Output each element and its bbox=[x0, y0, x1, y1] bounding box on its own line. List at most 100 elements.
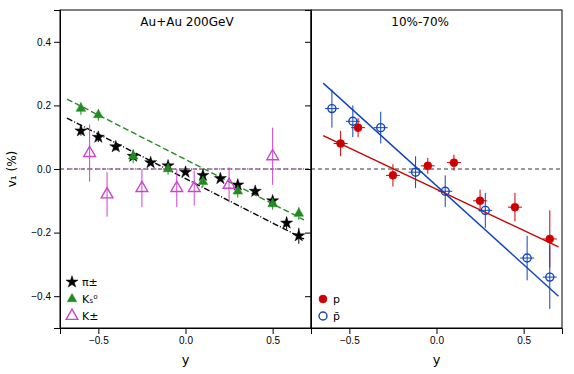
y-tick-mark bbox=[305, 233, 311, 234]
point bbox=[377, 124, 385, 132]
y-tick: −0.4 bbox=[31, 291, 60, 302]
point bbox=[188, 181, 200, 191]
point bbox=[145, 156, 157, 167]
x-error-bar bbox=[520, 258, 534, 259]
title: 10%-70% bbox=[391, 15, 449, 29]
error-bar bbox=[89, 124, 90, 181]
point bbox=[476, 197, 484, 205]
error-bar bbox=[141, 169, 142, 207]
point bbox=[481, 206, 489, 214]
legend: π± Kₛ⁰ K± bbox=[66, 276, 98, 323]
zero-line bbox=[311, 169, 562, 170]
point bbox=[424, 162, 432, 170]
legend-item: Kₛ⁰ bbox=[67, 293, 98, 306]
x-tick: 0.5 bbox=[517, 328, 531, 346]
legend-symbol bbox=[66, 276, 78, 287]
x-tick-label: 0.0 bbox=[179, 335, 193, 346]
point bbox=[337, 140, 345, 148]
point bbox=[294, 208, 304, 216]
x-error-bar bbox=[543, 277, 557, 278]
legend-item: p bbox=[319, 293, 340, 306]
point bbox=[136, 181, 148, 191]
legend-label: p̄ bbox=[333, 310, 340, 323]
series bbox=[84, 124, 279, 216]
point bbox=[75, 125, 87, 136]
y-tick-label: 0.0 bbox=[37, 164, 51, 175]
x-error-bar bbox=[346, 121, 360, 122]
x-axis-title: y bbox=[182, 352, 190, 367]
error-bar bbox=[176, 169, 177, 207]
error-bar bbox=[272, 128, 273, 185]
fit-line bbox=[323, 136, 558, 247]
point bbox=[223, 178, 235, 188]
fit-line bbox=[323, 83, 558, 296]
x-error-bar bbox=[325, 108, 339, 109]
y-tick-mark bbox=[305, 42, 311, 43]
legend-symbol bbox=[319, 312, 327, 320]
point bbox=[171, 181, 183, 191]
y-tick bbox=[305, 296, 311, 297]
plot-area bbox=[60, 99, 311, 244]
y-tick: 0.0 bbox=[37, 164, 60, 175]
point bbox=[101, 188, 113, 198]
chart: −0.50.00.5−0.4−0.20.00.20.4yv₁ (%)Au+Au … bbox=[0, 0, 574, 374]
series bbox=[325, 90, 557, 309]
point bbox=[281, 217, 293, 228]
legend-item: π± bbox=[66, 276, 98, 289]
point bbox=[389, 171, 397, 179]
x-error-bar bbox=[478, 210, 492, 211]
point bbox=[293, 229, 305, 240]
legend-symbol bbox=[319, 295, 327, 303]
point bbox=[267, 194, 279, 205]
legend-label: Kₛ⁰ bbox=[82, 293, 98, 306]
series bbox=[334, 118, 557, 267]
point bbox=[110, 140, 122, 151]
x-tick-label: 0.0 bbox=[430, 335, 444, 346]
y-tick bbox=[305, 42, 311, 43]
legend-symbol bbox=[67, 293, 77, 301]
x-axis-line bbox=[312, 329, 563, 335]
x-tick-label: 0.5 bbox=[266, 335, 280, 346]
series bbox=[75, 125, 305, 244]
y-tick-mark bbox=[305, 169, 311, 170]
point bbox=[546, 273, 554, 281]
x-tick-mark bbox=[437, 328, 438, 334]
x-axis-title: y bbox=[433, 352, 441, 367]
y-tick-label: −0.4 bbox=[31, 291, 51, 302]
y-tick-label: −0.2 bbox=[31, 227, 51, 238]
fit-line bbox=[67, 99, 304, 220]
title: Au+Au 200GeV bbox=[140, 15, 234, 29]
series bbox=[76, 102, 303, 220]
y-axis bbox=[305, 11, 312, 329]
x-tick: 0.0 bbox=[430, 328, 444, 346]
y-axis-line bbox=[305, 11, 312, 329]
legend-symbol bbox=[66, 309, 78, 319]
x-tick-label: 0.5 bbox=[517, 335, 531, 346]
point bbox=[268, 198, 278, 206]
x-tick: −0.5 bbox=[89, 328, 109, 346]
point bbox=[349, 117, 357, 125]
legend-item: K± bbox=[66, 309, 98, 323]
error-bar bbox=[229, 167, 230, 202]
point bbox=[546, 235, 554, 243]
point bbox=[412, 168, 420, 176]
y-axis: −0.4−0.20.00.20.4 bbox=[31, 11, 60, 329]
x-tick-mark bbox=[524, 328, 525, 334]
y-tick-mark bbox=[54, 105, 60, 106]
y-tick-mark bbox=[54, 233, 60, 234]
point bbox=[179, 166, 191, 177]
x-tick-mark bbox=[186, 328, 187, 334]
panel: −0.5 0.0 0.5 y 10%-70% p p̄ bbox=[305, 10, 563, 367]
x-axis-line bbox=[61, 329, 312, 335]
x-axis: −0.5 0.0 0.5 bbox=[312, 328, 563, 346]
y-tick: −0.2 bbox=[31, 227, 60, 238]
x-tick: 0.0 bbox=[179, 328, 193, 346]
point bbox=[92, 131, 104, 142]
x-tick: −0.5 bbox=[340, 328, 360, 346]
legend-label: π± bbox=[82, 276, 98, 289]
legend-item: p̄ bbox=[319, 310, 340, 323]
plot-area bbox=[311, 83, 562, 309]
x-error-bar bbox=[409, 172, 423, 173]
plot-frame bbox=[311, 10, 562, 328]
y-tick-label: 0.4 bbox=[37, 37, 51, 48]
